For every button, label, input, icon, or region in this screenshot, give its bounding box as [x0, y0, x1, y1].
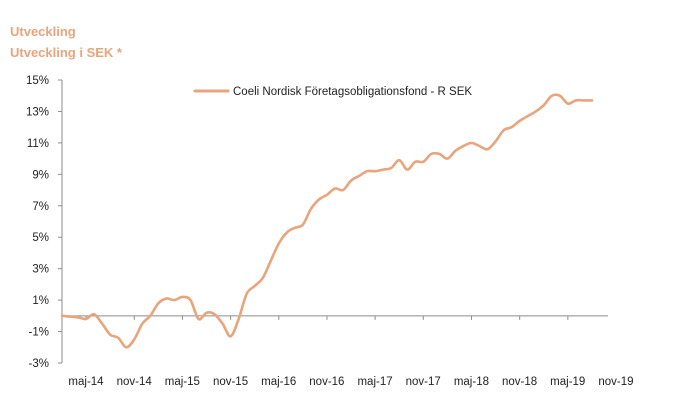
x-tick-label: nov-15: [213, 376, 248, 388]
x-tick-label: nov-14: [117, 376, 153, 388]
chart-heading: Utveckling: [10, 24, 76, 39]
x-tick-label: nov-18: [502, 376, 537, 388]
series-layer: [60, 93, 594, 349]
y-axis: [58, 79, 63, 364]
chart-subheading: Utveckling i SEK *: [10, 45, 122, 60]
y-tick-label: 11%: [27, 138, 49, 150]
x-tick-label: maj-15: [165, 376, 200, 388]
x-tick-label: maj-17: [357, 376, 392, 388]
x-tick-label: nov-19: [598, 376, 633, 388]
y-tick-label: 7%: [32, 201, 49, 213]
x-axis: maj-14 nov-14 maj-15 nov-15 maj-16 nov-16 maj-…: [62, 315, 634, 388]
legend-label: Coeli Nordisk Företagsobligationsfond - …: [233, 86, 472, 98]
y-tick-label: 13%: [26, 106, 49, 118]
x-tick-label: maj-14: [68, 376, 104, 388]
y-tick-label: 9%: [32, 169, 49, 181]
legend: Coeli Nordisk Företagsobligationsfond - …: [193, 86, 472, 98]
x-tick-label: maj-18: [454, 376, 489, 388]
y-tick-label: -1%: [29, 327, 49, 339]
x-tick-label: maj-19: [550, 376, 585, 388]
x-tick-label: nov-16: [309, 376, 344, 388]
x-tick-label: maj-16: [261, 376, 296, 388]
y-tick-label: -3%: [29, 358, 49, 370]
series-line: [60, 93, 594, 349]
x-tick-label: nov-17: [406, 376, 441, 388]
y-axis-labels: 15% 13% 11% 9% 7% 5% 3% 1% -1% -3%: [26, 75, 49, 370]
y-tick-label: 1%: [32, 295, 49, 307]
y-tick-label: 3%: [32, 264, 49, 276]
y-tick-label: 5%: [32, 232, 49, 244]
y-tick-label: 15%: [26, 75, 49, 87]
